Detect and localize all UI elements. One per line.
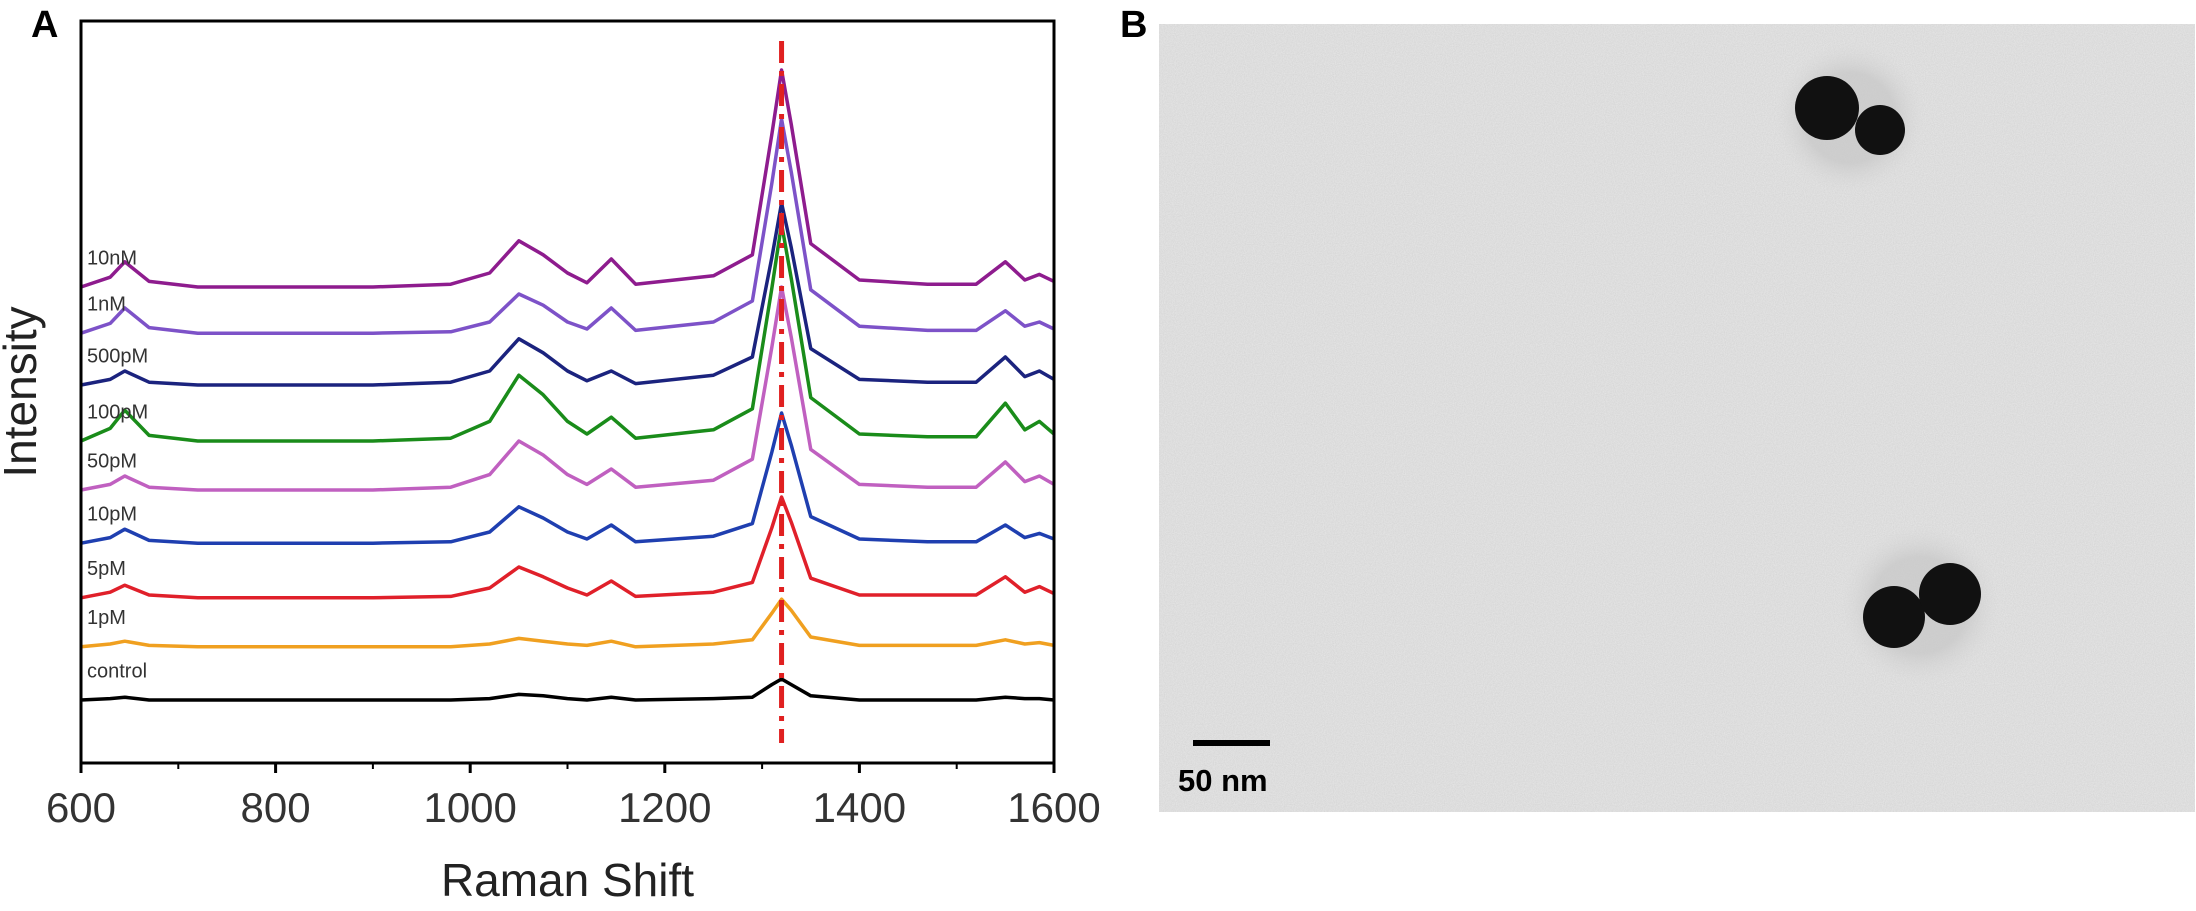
nanoparticle (1855, 105, 1905, 155)
series-label: 10pM (87, 503, 137, 525)
spectrum-line (80, 201, 1055, 387)
spectrum-line (80, 68, 1055, 289)
image-grain (1159, 24, 2195, 812)
series-label: 100pM (87, 401, 148, 423)
scale-bar-label: 50 nm (1178, 763, 1268, 798)
spectrum-line (80, 117, 1055, 335)
series-label: 500pM (87, 345, 148, 367)
x-tick-label: 600 (46, 784, 116, 831)
series-label: control (87, 660, 147, 682)
x-tick-label: 1000 (423, 784, 516, 831)
panel-label: B (1120, 4, 1147, 46)
series-label: 1nM (87, 293, 126, 315)
y-axis-label: Intensity (0, 306, 46, 477)
spectrum-line (80, 597, 1055, 649)
spectrum-line (80, 411, 1055, 545)
panel-label: A (31, 4, 58, 46)
x-tick-label: 1200 (618, 784, 711, 831)
spectrum-line (80, 222, 1056, 443)
spectrum-line (80, 495, 1055, 600)
spectrum-line (80, 677, 1055, 702)
series-label: 50pM (87, 450, 137, 472)
tem-image: 50 nm (1159, 24, 2195, 812)
nanoparticle (1863, 586, 1925, 648)
plot-frame (79, 19, 1056, 765)
x-tick-label: 1600 (1007, 784, 1100, 831)
series-label: 1pM (87, 607, 126, 629)
nanoparticle (1919, 563, 1981, 625)
spectrum-line (80, 285, 1055, 492)
series-label: 5pM (87, 558, 126, 580)
x-tick-label: 800 (241, 784, 311, 831)
x-axis-label: Raman Shift (441, 854, 694, 906)
series-label: 10nM (87, 247, 137, 269)
nanoparticle (1795, 76, 1859, 140)
plot: 600 800 1000 1200 1400 1600 Raman Shift Intensi… (0, 19, 1101, 906)
x-tick-label: 1400 (813, 784, 906, 831)
